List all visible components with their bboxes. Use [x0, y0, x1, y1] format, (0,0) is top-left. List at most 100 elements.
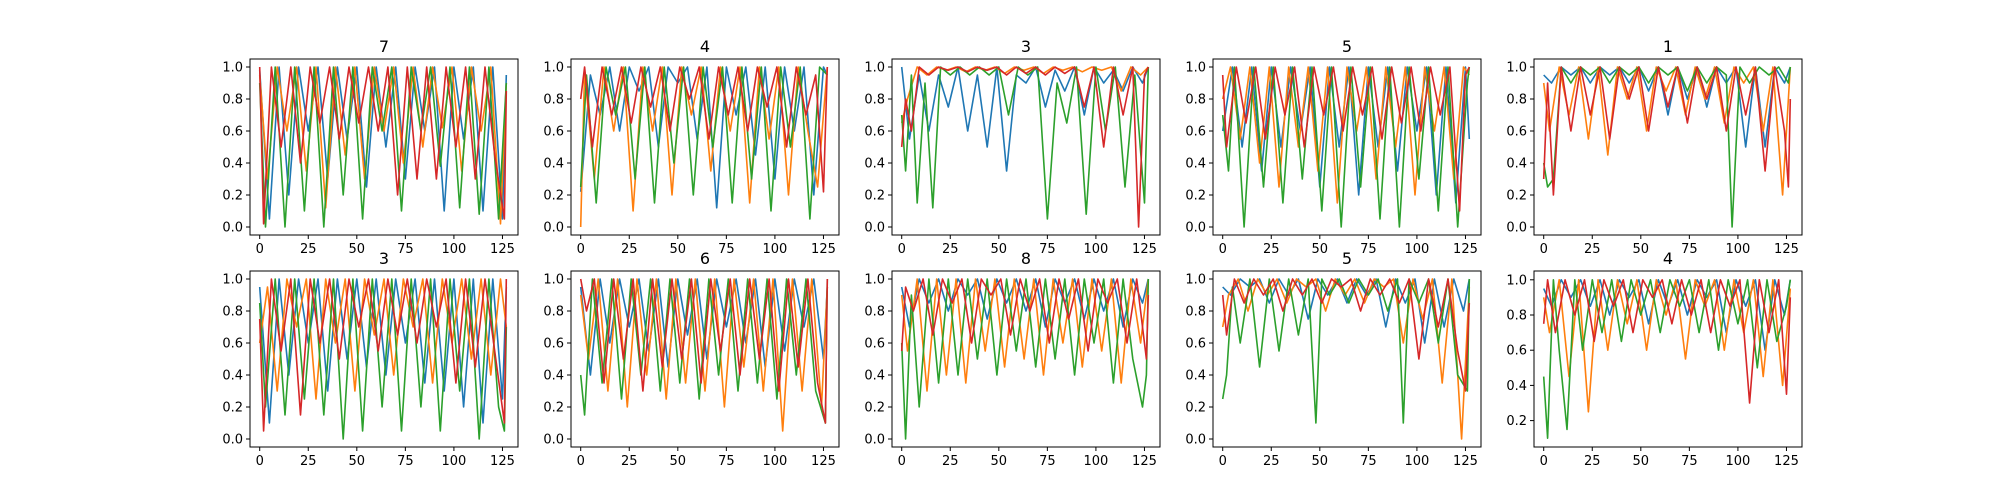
x-tick-label: 50: [1312, 242, 1329, 257]
y-tick-label: 1.0: [222, 61, 243, 76]
y-tick-label: 0.4: [864, 369, 885, 384]
series-group: [258, 66, 508, 228]
series-line-2: [579, 278, 829, 432]
subplot-9: 0 25 50 75 100 125 0.0 0.2 0.4 0.6 0.8 1.0 5: [1185, 249, 1482, 469]
y-tick-label: 0.0: [864, 221, 885, 236]
y-tick-label: 0.6: [543, 337, 564, 352]
x-tick-label: 25: [1584, 242, 1601, 257]
series-line-3: [579, 278, 829, 424]
y-tick-label: 0.2: [222, 189, 243, 204]
series-line-3: [900, 278, 1150, 440]
x-tick-label: 75: [718, 242, 735, 257]
x-tick-label: 125: [1132, 242, 1157, 257]
y-tick-label: 0.6: [1506, 344, 1527, 359]
x-tick-label: 125: [1453, 454, 1478, 469]
x-tick-label: 100: [441, 242, 466, 257]
x-tick-label: 50: [991, 242, 1008, 257]
x-tick-label: 0: [1219, 242, 1227, 257]
subplot-1: 0 25 50 75 100 125 0.0 0.2 0.4 0.6 0.8 1.0 7: [222, 37, 519, 257]
y-tick-label: 0.8: [864, 93, 885, 108]
y-tick-label: 1.0: [1185, 273, 1206, 288]
x-tick-label: 0: [1219, 454, 1227, 469]
x-tick-label: 125: [811, 454, 836, 469]
axes-frame: [1533, 270, 1803, 448]
x-tick-label: 125: [490, 242, 515, 257]
series-line-1: [1543, 66, 1792, 148]
y-tick-label: 1.0: [1185, 61, 1206, 76]
series-group: [900, 278, 1150, 440]
y-tick-label: 0.2: [864, 401, 885, 416]
y-tick-label: 0.2: [1185, 401, 1206, 416]
y-tick-label: 0.2: [1506, 414, 1527, 429]
x-tick-label: 25: [942, 242, 959, 257]
x-tick-label: 25: [621, 242, 638, 257]
subplot-title: 4: [1663, 249, 1673, 268]
x-tick-label: 0: [577, 454, 585, 469]
x-tick-label: 50: [349, 454, 366, 469]
axes-frame: [1212, 270, 1482, 448]
x-tick-label: 75: [1039, 242, 1056, 257]
x-tick-label: 0: [898, 242, 906, 257]
series-line-4: [900, 278, 1150, 360]
subplot-10: 0 25 50 75 100 125 0.2 0.4 0.6 0.8 1.0 4: [1506, 249, 1803, 469]
y-tick-label: 0.4: [543, 369, 564, 384]
series-group: [1221, 66, 1471, 228]
x-tick-label: 50: [349, 242, 366, 257]
x-tick-label: 0: [1540, 454, 1548, 469]
x-tick-label: 125: [1453, 242, 1478, 257]
y-tick-label: 0.6: [1185, 337, 1206, 352]
x-tick-label: 50: [1633, 454, 1650, 469]
y-tick-label: 0.2: [543, 401, 564, 416]
x-tick-label: 50: [1312, 454, 1329, 469]
y-tick-label: 0.6: [1506, 125, 1527, 140]
y-tick-label: 0.4: [222, 157, 243, 172]
subplot-title: 7: [379, 37, 389, 56]
series-group: [579, 278, 829, 432]
series-line-4: [579, 66, 829, 193]
x-tick-label: 0: [256, 242, 264, 257]
series-group: [258, 278, 508, 440]
subplot-7: 0 25 50 75 100 125 0.0 0.2 0.4 0.6 0.8 1.0 6: [543, 249, 840, 469]
x-tick-label: 75: [718, 454, 735, 469]
y-tick-label: 0.8: [1185, 305, 1206, 320]
x-tick-label: 100: [1725, 454, 1750, 469]
subplot-title: 4: [700, 37, 710, 56]
series-line-4: [258, 278, 508, 432]
y-tick-label: 0.4: [864, 157, 885, 172]
y-tick-label: 0.8: [222, 93, 243, 108]
y-tick-label: 0.0: [1185, 433, 1206, 448]
x-tick-label: 75: [397, 242, 414, 257]
y-tick-label: 0.6: [222, 125, 243, 140]
series-line-3: [258, 66, 508, 228]
subplot-2: 0 25 50 75 100 125 0.0 0.2 0.4 0.6 0.8 1.0 4: [543, 37, 840, 257]
series-line-1: [258, 66, 508, 220]
x-tick-label: 75: [1681, 242, 1698, 257]
x-tick-label: 75: [1360, 242, 1377, 257]
y-tick-label: 0.0: [1506, 221, 1527, 236]
x-tick-label: 100: [762, 242, 787, 257]
axes-frame: [570, 270, 840, 448]
y-tick-label: 1.0: [543, 273, 564, 288]
y-tick-label: 1.0: [1506, 61, 1527, 76]
axes-frame: [249, 58, 519, 236]
axes-frame: [891, 58, 1161, 236]
x-tick-label: 100: [1083, 242, 1108, 257]
y-tick-label: 0.0: [222, 221, 243, 236]
y-tick-label: 0.4: [1185, 157, 1206, 172]
y-tick-label: 0.8: [1506, 93, 1527, 108]
x-tick-label: 100: [1404, 242, 1429, 257]
y-tick-label: 0.4: [1506, 157, 1527, 172]
series-line-4: [1542, 278, 1792, 404]
x-tick-label: 0: [1540, 242, 1548, 257]
series-group: [900, 66, 1150, 228]
series-line-4: [900, 66, 1150, 228]
axes-frame: [1533, 58, 1803, 236]
x-tick-label: 75: [397, 454, 414, 469]
x-tick-label: 0: [898, 454, 906, 469]
subplot-title: 3: [1021, 37, 1031, 56]
subplot-title: 5: [1342, 249, 1352, 268]
y-tick-label: 0.4: [1185, 369, 1206, 384]
x-tick-label: 0: [577, 242, 585, 257]
x-tick-label: 100: [1725, 242, 1750, 257]
